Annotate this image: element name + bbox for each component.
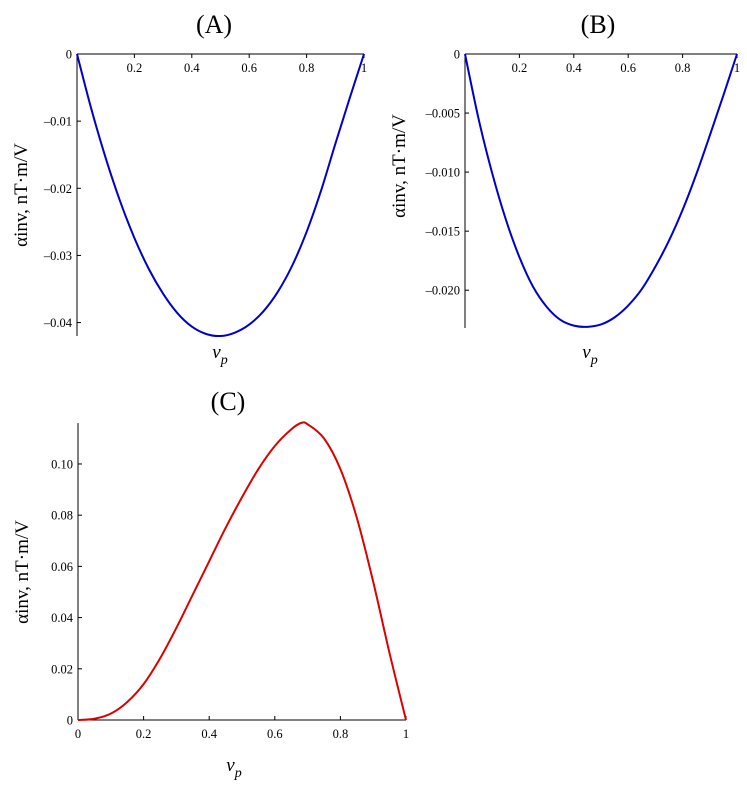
- x-tick-label: 0.4: [566, 61, 582, 75]
- x-tick-label: 0: [75, 727, 81, 741]
- x-tick-label: 0.2: [136, 727, 152, 741]
- y-tick-label: –0.020: [425, 284, 460, 298]
- y-tick-label: –0.015: [425, 225, 460, 239]
- x-axis-label: vp: [582, 342, 597, 368]
- x-tick-label: 0.8: [299, 61, 315, 75]
- y-tick-label: 0: [454, 48, 460, 62]
- series-line: [464, 53, 738, 328]
- x-axis-label: vp: [212, 342, 227, 368]
- x-axis-label: vp: [226, 755, 241, 781]
- y-tick-label: 0.06: [51, 560, 73, 574]
- x-tick-label: 0.6: [241, 61, 257, 75]
- y-axis-label: αinv, nT·m/V: [389, 114, 410, 218]
- y-tick-label: –0.01: [43, 115, 72, 129]
- y-tick-label: 0.04: [51, 611, 74, 625]
- chart-panel-b: (B) 0.2 0.4 0.6 0.8 1 0 –0.005 –0.010 –0.015 –0.02…: [389, 10, 740, 368]
- y-axis-label: αinv, nT·m/V: [11, 143, 32, 247]
- series-line: [76, 53, 365, 338]
- x-tick-label: 0.2: [127, 61, 143, 75]
- x-tick-label: 0.4: [201, 727, 217, 741]
- x-tick-label: 0.2: [512, 61, 528, 75]
- chart-title: (A): [196, 10, 232, 39]
- x-tick-label: 0.6: [620, 61, 636, 75]
- y-axis-label: αinv, nT·m/V: [12, 520, 33, 624]
- x-tick-label: 0.8: [333, 727, 349, 741]
- y-tick-label: 0.08: [51, 509, 73, 523]
- y-tick-label: –0.02: [43, 182, 72, 196]
- y-tick-label: –0.03: [43, 249, 72, 263]
- x-tick-label: 1: [403, 727, 409, 741]
- y-tick-label: 0: [67, 714, 73, 728]
- series-line: [77, 421, 407, 721]
- chart-title: (C): [211, 387, 246, 416]
- x-tick-label: 1: [361, 61, 367, 75]
- chart-title: (B): [581, 10, 616, 39]
- chart-panel-c: (C) 0 0.2 0.4 0.6 0.8 1 0 0.02 0.04 0.06 0.08 0.10 αi…: [12, 387, 409, 781]
- chart-panel-a: (A) 0.2 0.4 0.6 0.8 1 0 –0.01 –0.02 –0.03 –0.04 αin…: [11, 10, 367, 368]
- y-tick-label: –0.04: [43, 316, 73, 330]
- x-tick-label: 1: [734, 61, 740, 75]
- x-tick-label: 0.6: [267, 727, 283, 741]
- y-tick-label: 0.10: [51, 457, 73, 471]
- x-tick-label: 0.8: [675, 61, 691, 75]
- y-tick-label: –0.010: [425, 166, 460, 180]
- y-tick-label: –0.005: [425, 107, 460, 121]
- x-tick-label: 0.4: [184, 61, 200, 75]
- y-tick-label: 0.02: [51, 662, 73, 676]
- y-tick-label: 0: [66, 48, 72, 62]
